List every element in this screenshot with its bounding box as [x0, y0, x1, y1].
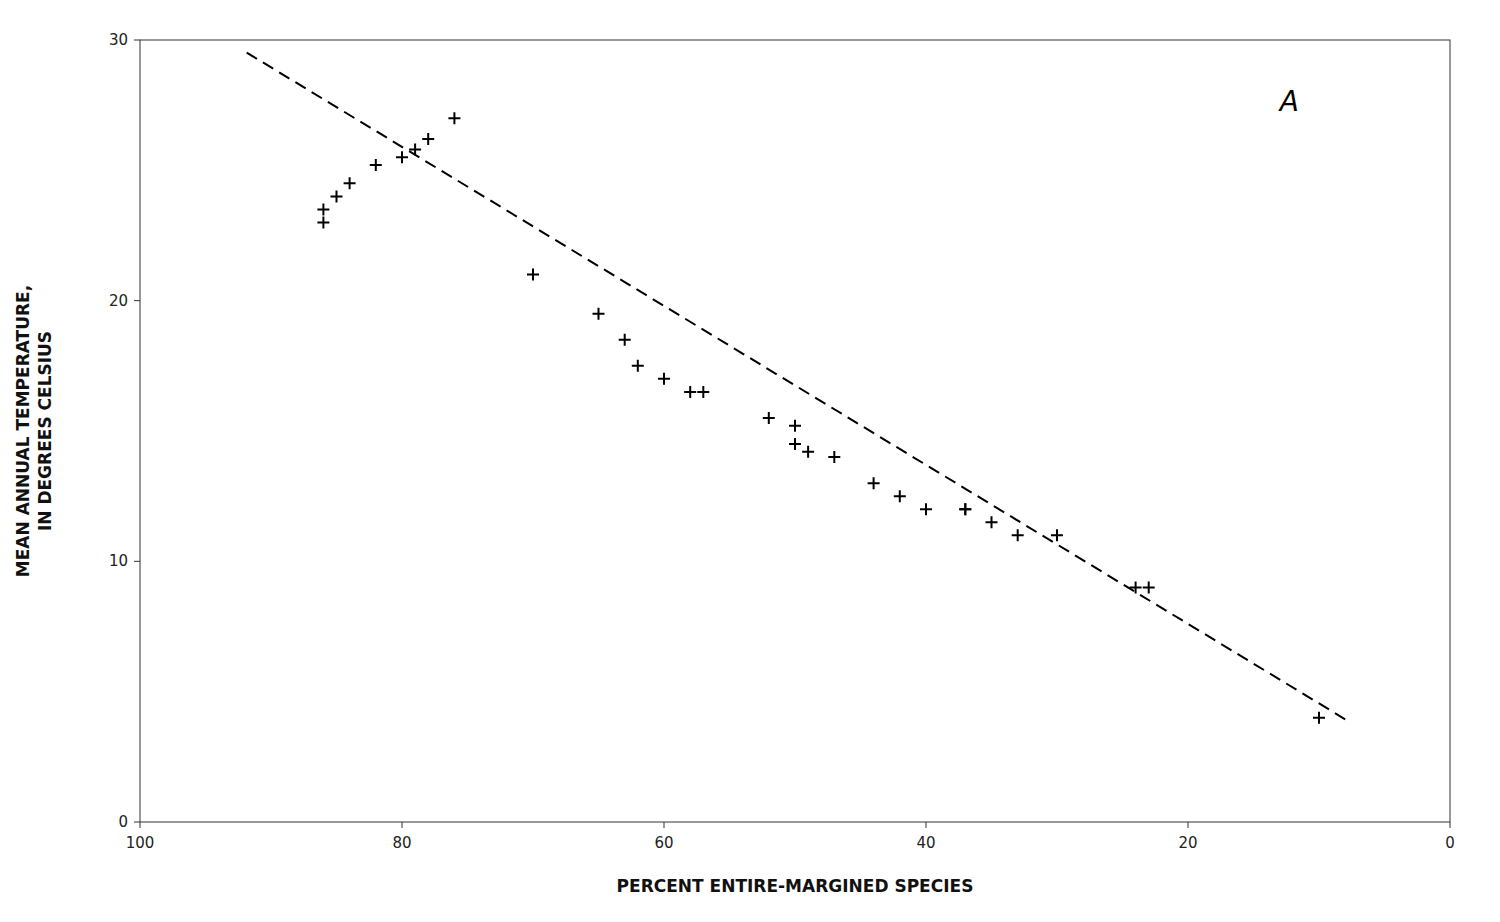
x-tick	[402, 822, 403, 828]
data-point	[1143, 581, 1155, 593]
x-tick-label: 0	[1445, 834, 1455, 852]
chart: 100 80 60 40 20 0 0 10 20 30 PERCENT ENTIRE-MARGIN…	[0, 0, 1500, 922]
data-point	[894, 490, 906, 502]
x-tick-label: 20	[1178, 834, 1197, 852]
data-point	[697, 386, 709, 398]
x-tick	[926, 822, 927, 828]
y-tick-label: 10	[109, 552, 128, 570]
data-point	[1012, 529, 1024, 541]
data-point	[1313, 712, 1325, 724]
data-point	[448, 112, 460, 124]
data-point	[828, 451, 840, 463]
data-point	[763, 412, 775, 424]
data-point	[959, 503, 971, 515]
data-point	[684, 386, 696, 398]
data-point	[344, 177, 356, 189]
data-point	[593, 308, 605, 320]
data-point	[370, 159, 382, 171]
data-point	[396, 151, 408, 163]
x-tick-label: 60	[654, 834, 673, 852]
data-point	[789, 420, 801, 432]
data-point	[619, 334, 631, 346]
x-tick	[1188, 822, 1189, 828]
data-point	[658, 373, 670, 385]
plot-frame	[140, 40, 1450, 822]
data-point	[1130, 581, 1142, 593]
y-axis-label: MEAN ANNUAL TEMPERATURE,IN DEGREES CELSI…	[13, 285, 55, 577]
x-tick-label: 100	[126, 834, 155, 852]
y-tick	[134, 300, 140, 301]
data-point	[1051, 529, 1063, 541]
data-area	[245, 51, 1345, 723]
data-point	[802, 446, 814, 458]
x-axis-label: PERCENT ENTIRE-MARGINED SPECIES	[617, 876, 974, 896]
y-tick-label: 0	[118, 813, 128, 831]
data-point	[422, 133, 434, 145]
data-point	[331, 190, 343, 202]
x-tick	[140, 822, 141, 828]
data-point	[527, 269, 539, 281]
data-point	[789, 438, 801, 450]
y-tick	[134, 822, 140, 823]
x-tick-label: 40	[916, 834, 935, 852]
y-tick-label: 20	[109, 292, 128, 310]
data-point	[317, 203, 329, 215]
y-tick	[134, 561, 140, 562]
data-point	[317, 216, 329, 228]
x-tick	[664, 822, 665, 828]
annotation: A	[1278, 85, 1299, 118]
regression-line	[245, 51, 1345, 719]
data-point	[868, 477, 880, 489]
data-point	[959, 503, 971, 515]
data-point	[986, 516, 998, 528]
x-tick	[1450, 822, 1451, 828]
y-tick-label: 30	[109, 31, 128, 49]
y-tick	[134, 40, 140, 41]
y-axis: 0 10 20 30	[109, 31, 140, 831]
data-point	[920, 503, 932, 515]
data-point	[632, 360, 644, 372]
x-axis: 100 80 60 40 20 0	[126, 822, 1455, 852]
x-tick-label: 80	[392, 834, 411, 852]
